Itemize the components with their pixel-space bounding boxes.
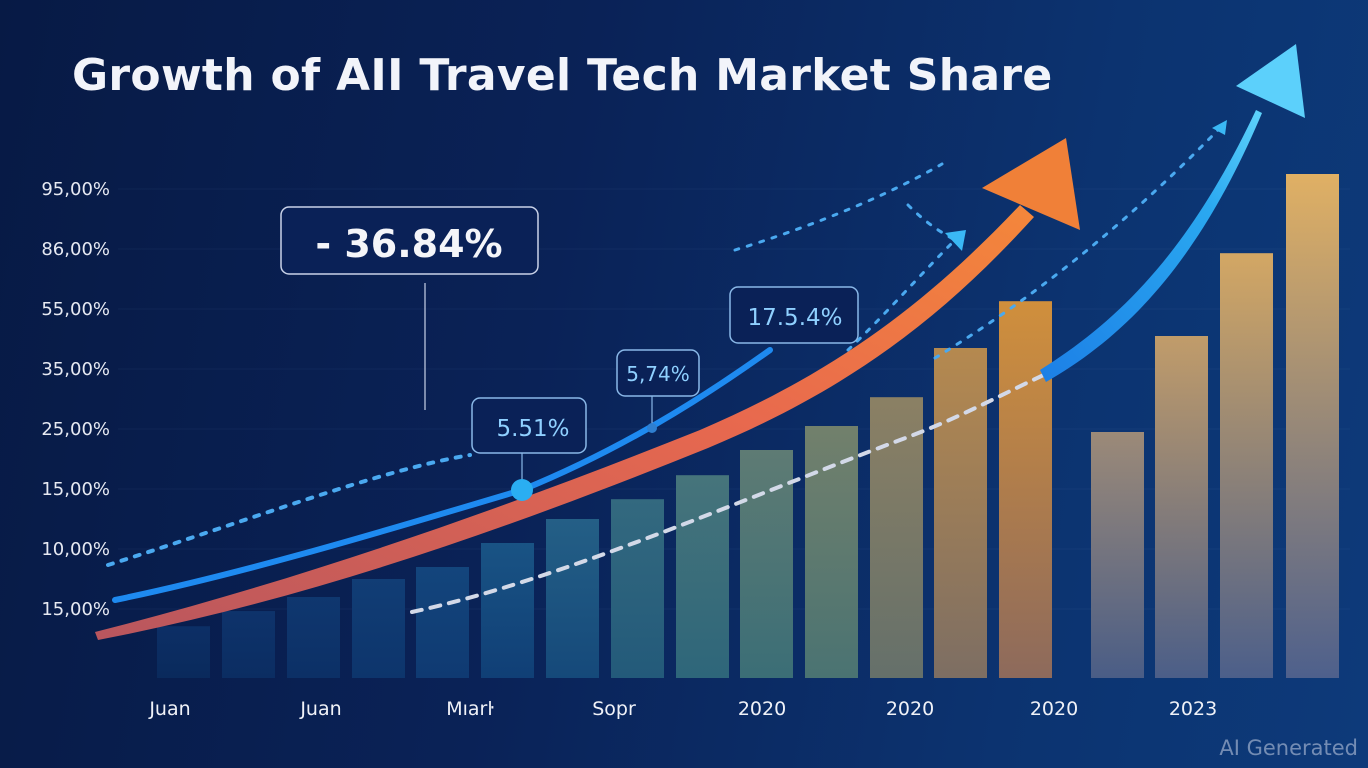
x-tick-label: 2020 [886, 698, 934, 720]
callout-big-text: - 36.84% [315, 222, 502, 266]
x-tick-label: 2020 [1030, 698, 1078, 720]
chart-title: Growth of AII Travel Tech Market Share [72, 50, 1053, 101]
white-dashed-trend-line [410, 370, 1052, 614]
x-tick-label: Sopr [592, 698, 636, 720]
bar [1220, 253, 1273, 678]
bars [157, 174, 1339, 678]
callout-5-74: 5,74% [616, 349, 700, 433]
callout-5-51-text: 5.51% [496, 416, 569, 442]
x-tick-label: Mıarŀ [446, 698, 494, 720]
orange-arrow-head-icon [982, 138, 1080, 230]
bar [157, 626, 210, 678]
bar [805, 426, 858, 678]
watermark: AI Generated [1219, 736, 1358, 760]
callout-big: - 36.84% [280, 206, 539, 410]
x-tick-label: 2020 [738, 698, 786, 720]
bar [352, 579, 405, 678]
x-tick-label: Juan [148, 698, 190, 720]
y-tick-label: 55,00% [41, 299, 110, 320]
small-arrow-head-icon [1212, 120, 1227, 135]
callout-17-5-4: 17.5.4% [729, 286, 859, 344]
y-tick-label: 25,00% [41, 419, 110, 440]
y-tick-label: 15,00% [41, 479, 110, 500]
x-tick-label: 2023 [1169, 698, 1217, 720]
y-tick-label: 15,00% [41, 599, 110, 620]
bar [1286, 174, 1339, 678]
bar [999, 301, 1052, 678]
blue-growth-curve [112, 347, 773, 603]
data-point-marker [511, 479, 533, 501]
bar [481, 543, 534, 678]
callout-5-51: 5.51% [471, 397, 587, 501]
y-tick-label: 35,00% [41, 359, 110, 380]
bar [676, 475, 729, 678]
x-axis: Juan Juan Mıarŀ Sopr 2020 2020 2020 2023 [148, 698, 1217, 720]
x-tick-label: Juan [299, 698, 341, 720]
blue-dotted-mid-line [733, 162, 944, 252]
callout-17-5-4-text: 17.5.4% [747, 305, 842, 331]
bar [611, 499, 664, 678]
bar [1155, 336, 1208, 678]
data-point-marker [647, 423, 657, 433]
bar [870, 397, 923, 678]
blue-dotted-right-line [933, 126, 1222, 360]
bar [222, 611, 275, 678]
bar [546, 519, 599, 678]
blue-arrow-head-icon [1236, 44, 1305, 118]
small-arrow-head-icon [945, 230, 966, 251]
y-axis: 95,00% 86,00% 55,00% 35,00% 25,00% 15,00% 10,0… [41, 179, 110, 620]
blue-dotted-upper-line [106, 453, 472, 567]
y-tick-label: 10,00% [41, 539, 110, 560]
callout-5-74-text: 5,74% [626, 362, 690, 386]
bar [416, 567, 469, 678]
bar [934, 348, 987, 678]
bar [740, 450, 793, 678]
y-tick-label: 95,00% [41, 179, 110, 200]
bar [287, 597, 340, 678]
bar [1091, 432, 1144, 678]
y-tick-label: 86,00% [41, 239, 110, 260]
